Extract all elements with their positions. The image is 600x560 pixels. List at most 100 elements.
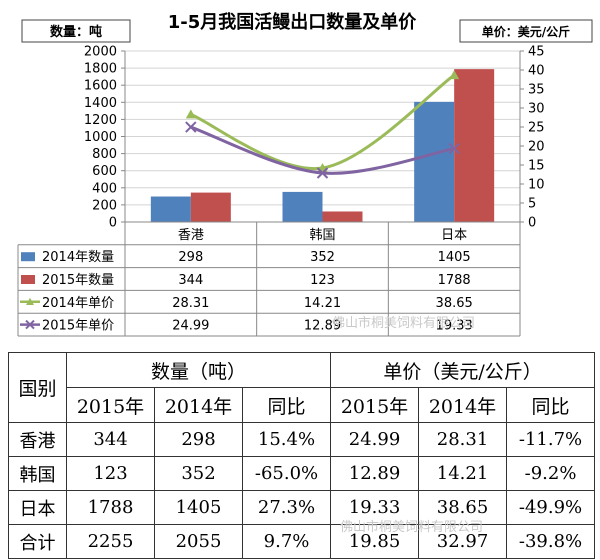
table-row: 日本 1788 1405 27.3% 19.33 38.65 -49.9% (8, 490, 596, 525)
table-cell: 123 (66, 456, 155, 491)
summary-table: 国别 数量（吨） 单价（美元/公斤） 2015年 2014年 同比 2015年 … (8, 352, 596, 559)
legend-label: 2014年单价 (42, 296, 114, 311)
data-table-value: 344 (178, 273, 203, 288)
watermark: 佛山市桐美饲料有限公司 (340, 520, 484, 535)
category-label: 香港 (178, 228, 204, 243)
left-tick-label: 2000 (84, 45, 117, 60)
left-tick-label: 400 (92, 181, 117, 196)
chart-data-table: 香港 韩国 日本 2014年数量 298 352 1405 2015年数量 344 123 1788… (17, 221, 521, 337)
chart-title: 1-5月我国活鳗出口数量及单价 (168, 11, 418, 33)
sub-header: 2014年 (154, 387, 243, 423)
table-cell: 2055 (154, 524, 243, 559)
table-row: 韩国 123 352 -65.0% 12.89 14.21 -9.2% (8, 456, 596, 491)
line-marker (316, 167, 329, 179)
table-cell: -39.8% (506, 524, 596, 559)
category-label: 日本 (441, 228, 467, 243)
table-cell: 12.89 (330, 456, 420, 491)
right-tick-label: 25 (528, 121, 545, 136)
bar (190, 192, 231, 222)
export-chart: 0 200 400 600 800 1000 1200 1400 1600 1800 2000 0 5 1… (0, 0, 600, 350)
line-marker (448, 142, 460, 155)
price-header: 单价（美元/公斤） (330, 352, 596, 388)
line-marker (449, 70, 460, 80)
data-table-value: 352 (310, 250, 335, 265)
country-cell: 日本 (8, 490, 67, 525)
line-series (185, 70, 460, 179)
data-table-value: 12.89 (304, 319, 341, 334)
line-marker (185, 121, 197, 133)
right-axis-label: 单价：美元/公斤 (482, 24, 570, 39)
legend-label: 2014年数量 (42, 250, 114, 265)
table-cell: -49.9% (506, 490, 596, 525)
left-tick-label: 0 (109, 216, 117, 231)
table-cell: -9.2% (506, 456, 596, 491)
left-axis-label: 数量：吨 (50, 24, 102, 40)
data-table-value: 24.99 (172, 319, 209, 334)
table-row: 合计 2255 2055 9.7% 19.85 32.97 -39.8% (8, 524, 596, 559)
table-cell: 28.31 (418, 422, 508, 457)
line-marker (25, 319, 35, 330)
table-cell: 9.7% (241, 524, 332, 559)
summary-subheader-row: 2015年 2014年 同比 2015年 2014年 同比 (9, 387, 596, 423)
table-cell: 27.3% (241, 490, 332, 525)
left-tick-label: 1400 (84, 96, 117, 111)
right-tick-label: 45 (528, 45, 545, 60)
bar (150, 196, 191, 222)
left-tick-label: 1800 (84, 62, 117, 77)
right-tick-label: 35 (528, 83, 545, 98)
table-cell: 352 (154, 456, 243, 491)
category-label: 韩国 (309, 228, 335, 243)
table-cell: 2255 (66, 524, 155, 559)
sub-header: 2015年 (330, 387, 420, 423)
left-tick-label: 1200 (84, 113, 117, 128)
legend-key (21, 275, 35, 284)
right-axis-label-box (459, 19, 593, 43)
line-marker (26, 297, 34, 305)
right-tick-label: 10 (528, 178, 545, 193)
country-cell: 合计 (8, 524, 67, 559)
legend-label: 2015年单价 (42, 319, 114, 334)
sub-header: 2014年 (418, 387, 508, 423)
line-marker (185, 109, 196, 119)
chart-background (0, 0, 600, 350)
summary-header-row: 国别 数量（吨） 单价（美元/公斤） (8, 352, 596, 423)
table-cell: 24.99 (330, 422, 420, 457)
watermark: 佛山市桐美饲料有限公司 (332, 316, 476, 331)
country-cell: 韩国 (8, 456, 67, 491)
left-tick-label: 200 (92, 198, 117, 213)
data-table-value: 1405 (438, 250, 471, 265)
left-tick-label: 1000 (84, 130, 117, 145)
table-row: 香港 344 298 15.4% 24.99 28.31 -11.7% (8, 422, 596, 457)
left-tick-label: 1600 (84, 79, 117, 94)
table-cell: 15.4% (241, 422, 332, 457)
legend-label: 2015年数量 (42, 273, 114, 288)
right-tick-label: 30 (528, 102, 545, 117)
right-tick-label: 40 (528, 64, 545, 79)
left-tick-label: 600 (92, 164, 117, 179)
data-table-value: 28.31 (172, 296, 209, 311)
right-tick-label: 15 (528, 159, 545, 174)
country-header: 国别 (8, 352, 67, 423)
legend-key (21, 252, 35, 262)
table-cell: 14.21 (418, 456, 508, 491)
table-cell: -65.0% (241, 456, 332, 491)
sub-header: 同比 (241, 387, 332, 423)
left-tick-label: 800 (92, 147, 117, 162)
bar (414, 101, 455, 222)
table-cell: 1788 (66, 490, 155, 525)
data-table-value: 19.33 (436, 319, 473, 334)
table-cell: 298 (154, 422, 243, 457)
axes: 0 200 400 600 800 1000 1200 1400 1600 1800 2000 0 5 1… (84, 45, 545, 231)
table-cell: -11.7% (506, 422, 596, 457)
right-tick-label: 20 (528, 140, 545, 155)
right-tick-label: 0 (528, 216, 536, 231)
table-cell: 19.85 (330, 524, 420, 559)
bar (322, 211, 363, 222)
table-cell: 1405 (154, 490, 243, 525)
country-cell: 香港 (8, 422, 67, 457)
bar-series (150, 69, 495, 222)
data-table-value: 14.21 (304, 296, 341, 311)
data-table-value: 298 (178, 250, 203, 265)
sub-header: 同比 (506, 387, 596, 423)
table-cell: 32.97 (418, 524, 508, 559)
